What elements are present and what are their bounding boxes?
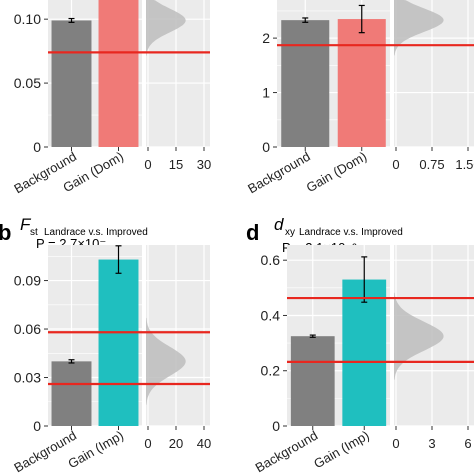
panel-b-stat-main: F bbox=[20, 215, 32, 234]
chart-d-category-label-1: Background bbox=[253, 428, 321, 474]
chart-d-density-xtick-label: 3 bbox=[428, 436, 435, 451]
chart-a-density-xtick-label: 30 bbox=[197, 157, 211, 172]
panel-b-label: b bbox=[0, 220, 11, 245]
panel-d-stat-suffix: Landrace v.s. Improved bbox=[299, 227, 403, 238]
chart-c-density-xtick-label: 0.75 bbox=[419, 157, 444, 172]
chart-d-density-xtick-label: 0 bbox=[392, 436, 399, 451]
chart-c-density-xtick-label: 0 bbox=[392, 157, 399, 172]
chart-d-ytick-label: 0 bbox=[272, 418, 280, 434]
chart-b-ytick-label: 0.06 bbox=[14, 321, 41, 337]
chart-a-ytick-label: 0.05 bbox=[14, 75, 41, 91]
chart-b-bar-1 bbox=[51, 361, 92, 426]
panel-b-stat-sub: st bbox=[30, 227, 38, 238]
chart-b-ytick-label: 0.03 bbox=[14, 370, 41, 386]
chart-d-ytick-label: 0.4 bbox=[261, 307, 281, 323]
chart-c-ytick-label: 2 bbox=[262, 30, 270, 46]
panel-d-stat-main: d bbox=[274, 215, 284, 234]
chart-b-category-label-1: Background bbox=[11, 428, 79, 474]
chart-a-density-xtick-label: 0 bbox=[144, 157, 151, 172]
chart-a-ytick-label: 0.10 bbox=[14, 11, 41, 27]
chart-d-density-xtick-label: 6 bbox=[464, 436, 471, 451]
chart-d-category-label-2: Gain (Imp) bbox=[311, 428, 372, 472]
panel-d-stat-sub: xy bbox=[285, 227, 295, 238]
chart-d-bar-2 bbox=[342, 279, 387, 426]
chart-a-bar-2 bbox=[98, 0, 139, 147]
chart-b-density-xtick-label: 0 bbox=[144, 436, 151, 451]
chart-b-ytick-label: 0.09 bbox=[14, 273, 41, 289]
chart-d-ytick-label: 0.6 bbox=[261, 252, 281, 268]
chart-d-bar-1 bbox=[290, 336, 335, 426]
chart-b-ytick-label: 0 bbox=[33, 418, 41, 434]
panel-b-stat-suffix: Landrace v.s. Improved bbox=[44, 227, 148, 238]
chart-a-density-xtick-label: 15 bbox=[169, 157, 183, 172]
chart-b-density-xtick-label: 40 bbox=[197, 436, 211, 451]
chart-b-density-xtick-label: 20 bbox=[169, 436, 183, 451]
chart-d-density-curve bbox=[394, 292, 444, 380]
chart-c-category-label-1: Background bbox=[245, 149, 313, 197]
chart-c-ytick-label: 1 bbox=[262, 85, 270, 101]
chart-c-density-xtick-label: 1.50 bbox=[455, 157, 474, 172]
panel-d-label: d bbox=[246, 220, 259, 245]
chart-c-bar-1 bbox=[281, 20, 330, 148]
chart-a-bar-1 bbox=[51, 20, 92, 148]
chart-b-bar-2 bbox=[98, 259, 139, 426]
chart-c-category-label-2: Gain (Dom) bbox=[304, 149, 370, 196]
chart-b-density-area bbox=[146, 245, 210, 426]
chart-a-density-curve bbox=[146, 0, 186, 56]
chart-c-ytick-label: 0 bbox=[262, 139, 270, 155]
chart-a-ytick-label: 0 bbox=[33, 139, 41, 155]
chart-c-bar-2 bbox=[337, 19, 386, 147]
chart-d-ytick-label: 0.2 bbox=[261, 363, 281, 379]
chart-c-density-curve bbox=[394, 0, 444, 56]
